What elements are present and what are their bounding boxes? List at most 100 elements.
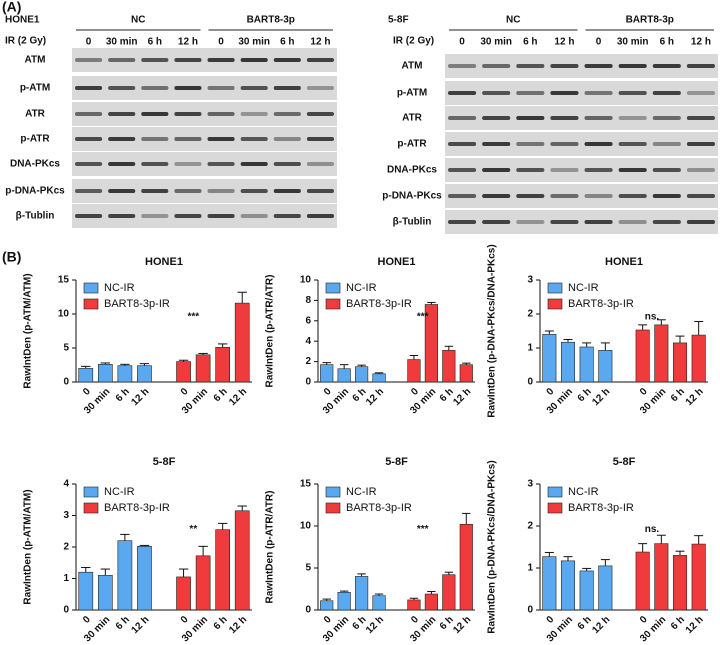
y-tick-label: 2 bbox=[305, 356, 311, 367]
blot-band bbox=[448, 220, 477, 224]
blot-band bbox=[482, 168, 511, 172]
x-tick-label: 12 h bbox=[364, 614, 386, 636]
blot-band bbox=[306, 162, 334, 166]
blot-band bbox=[174, 162, 202, 166]
bar bbox=[372, 595, 386, 611]
blot-band bbox=[550, 194, 579, 198]
blot-band bbox=[174, 58, 202, 62]
x-tick-label: 12 h bbox=[451, 386, 473, 408]
lane-label: 12 h bbox=[178, 37, 198, 48]
significance: *** bbox=[417, 524, 429, 535]
lane-label: 12 h bbox=[310, 37, 330, 48]
y-tick-label: 0 bbox=[527, 605, 533, 616]
cell-line: 5-8F bbox=[388, 15, 409, 26]
blot-band bbox=[652, 194, 681, 198]
y-tick-label: 5 bbox=[63, 343, 69, 354]
blot-band bbox=[686, 168, 715, 172]
blot-band bbox=[240, 189, 268, 193]
blot-band bbox=[584, 116, 613, 120]
y-tick-label: 6 bbox=[305, 315, 311, 326]
x-tick-label: 6 h bbox=[114, 614, 132, 632]
legend-label: BART8-3p-IR bbox=[568, 502, 634, 514]
bar bbox=[579, 570, 594, 611]
y-tick-label: 0 bbox=[63, 605, 69, 616]
legend-swatch bbox=[83, 298, 99, 310]
bar bbox=[635, 329, 650, 383]
bar bbox=[542, 334, 557, 383]
blot-band bbox=[273, 162, 301, 166]
x-tick-label: 12 h bbox=[684, 614, 706, 636]
legend-label: NC-IR bbox=[104, 282, 135, 294]
x-tick-label: 12 h bbox=[590, 614, 612, 636]
blot-band bbox=[75, 162, 103, 166]
blot-band bbox=[207, 162, 235, 166]
lane-label: 6 h bbox=[280, 37, 294, 48]
legend-swatch bbox=[325, 502, 341, 514]
blot-band bbox=[75, 58, 103, 62]
x-tick-label: 12 h bbox=[684, 386, 706, 408]
blot-band bbox=[550, 91, 579, 95]
blot-band bbox=[652, 116, 681, 120]
bar bbox=[195, 354, 211, 383]
blot-band bbox=[516, 142, 545, 146]
protein-label: p-DNA-PKcs bbox=[5, 186, 65, 197]
bar bbox=[78, 368, 94, 383]
protein-label: ATM bbox=[402, 61, 423, 72]
x-tick-label: 12 h bbox=[227, 386, 249, 408]
blot-band bbox=[618, 168, 647, 172]
y-tick-label: 2 bbox=[63, 542, 69, 553]
blot-band bbox=[482, 91, 511, 95]
bar bbox=[355, 576, 369, 611]
blot-band bbox=[482, 194, 511, 198]
bar bbox=[320, 364, 334, 383]
x-tick-label: 6 h bbox=[212, 614, 230, 632]
lane-label: 0 bbox=[86, 37, 92, 48]
x-tick-label: 0 bbox=[545, 614, 557, 626]
blot-band bbox=[240, 162, 268, 166]
blot-band bbox=[273, 112, 301, 116]
y-tick-label: 4 bbox=[305, 336, 311, 347]
protein-label: DNA-PKcs bbox=[387, 165, 437, 176]
x-tick-label: 0 bbox=[545, 386, 557, 398]
lane-label: 6 h bbox=[148, 37, 162, 48]
y-axis-label: RawIntDen (p-DNA-PKcs/DNA-PKcs) bbox=[487, 460, 498, 633]
chart-title: HONE1 bbox=[605, 256, 643, 268]
y-axis-label: RawIntDen (p-ATM/ATM) bbox=[23, 273, 34, 388]
blot-band bbox=[141, 137, 169, 141]
bar bbox=[137, 546, 152, 611]
legend-label: BART8-3p-IR bbox=[104, 298, 170, 310]
blot-band bbox=[482, 220, 511, 224]
y-tick-label: 2 bbox=[527, 521, 533, 532]
lane-label: 6 h bbox=[660, 37, 674, 48]
ir-label: IR (2 Gy) bbox=[5, 36, 46, 47]
bar bbox=[337, 592, 351, 611]
y-axis-label: RawIntDen (p-ATM/ATM) bbox=[23, 489, 34, 604]
bar bbox=[691, 543, 706, 611]
blot-band bbox=[516, 64, 545, 68]
y-tick-label: 15 bbox=[300, 479, 312, 490]
legend-label: BART8-3p-IR bbox=[346, 298, 412, 310]
y-tick-label: 10 bbox=[58, 309, 70, 320]
blot-band bbox=[273, 58, 301, 62]
blot-band bbox=[618, 142, 647, 146]
legend-label: BART8-3p-IR bbox=[104, 502, 170, 514]
bar bbox=[560, 341, 576, 383]
y-tick-label: 3 bbox=[527, 275, 533, 286]
x-tick-label: 12 h bbox=[451, 614, 473, 636]
blot-band bbox=[584, 91, 613, 95]
x-tick-label: 0 bbox=[81, 614, 93, 626]
blot-band bbox=[75, 214, 103, 218]
y-tick-label: 3 bbox=[527, 479, 533, 490]
x-tick-label: 12 h bbox=[130, 614, 152, 636]
legend-label: NC-IR bbox=[346, 282, 377, 294]
blot-band bbox=[652, 64, 681, 68]
x-tick-label: 12 h bbox=[590, 386, 612, 408]
chart-title: HONE1 bbox=[145, 256, 183, 268]
bar bbox=[97, 575, 113, 611]
blot-band bbox=[550, 142, 579, 146]
y-tick-label: 3 bbox=[63, 510, 69, 521]
bar bbox=[234, 302, 250, 383]
cell-line: HONE1 bbox=[5, 15, 40, 26]
bar bbox=[672, 555, 688, 611]
